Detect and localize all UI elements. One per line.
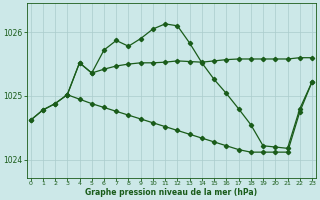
X-axis label: Graphe pression niveau de la mer (hPa): Graphe pression niveau de la mer (hPa) [85,188,257,197]
